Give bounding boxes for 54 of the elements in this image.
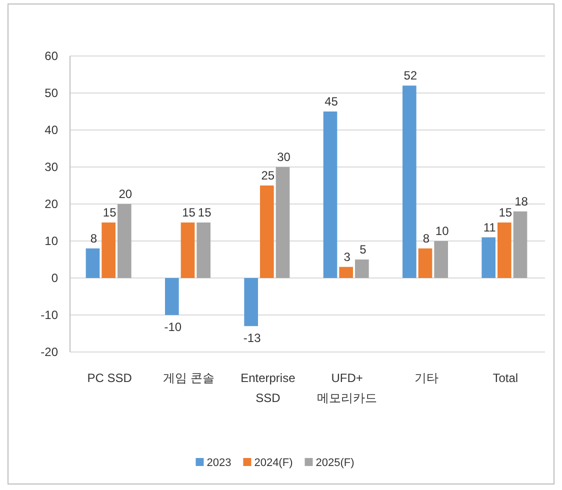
legend-label: 2025(F) [316, 457, 354, 469]
bar [434, 241, 448, 278]
data-label: 18 [514, 194, 528, 208]
bar [276, 167, 290, 278]
bar [323, 112, 338, 278]
data-label: 10 [435, 224, 450, 238]
bar [513, 211, 528, 278]
y-tick-label: 50 [44, 86, 58, 100]
data-label: 8 [90, 231, 98, 246]
data-label: 20 [118, 187, 132, 201]
data-label: 15 [182, 206, 196, 220]
bar [402, 86, 416, 278]
bar [244, 278, 258, 326]
data-label: 45 [324, 94, 338, 108]
data-label: 11 [483, 220, 496, 234]
x-tick-label: 게임 콘솔 [163, 371, 214, 385]
x-tick-label: 기타 [414, 371, 438, 385]
bar [482, 237, 496, 278]
data-label: 52 [404, 68, 418, 83]
y-tick-label: 30 [44, 160, 58, 174]
data-label: 5 [360, 242, 367, 256]
bar [118, 204, 132, 278]
data-label: 8 [422, 231, 430, 246]
legend-label: 2023 [206, 457, 232, 469]
bar [498, 222, 512, 278]
bar [86, 248, 100, 278]
bar [339, 266, 353, 278]
legend-label: 2024(F) [254, 457, 293, 469]
data-label: 15 [198, 206, 212, 220]
y-tick-label: 20 [44, 197, 58, 211]
data-label: -10 [164, 320, 182, 334]
y-tick-label: 40 [44, 123, 58, 137]
data-label: 15 [102, 206, 117, 220]
data-label: 30 [277, 150, 291, 164]
bar [260, 186, 274, 278]
x-tick-label: Enterprise SSD [240, 371, 296, 405]
x-tick-label: Total [492, 371, 518, 385]
data-label: -13 [243, 331, 262, 346]
y-tick-label: 10 [44, 234, 58, 248]
data-label: 25 [261, 168, 275, 182]
bar [102, 222, 116, 278]
bar [165, 278, 179, 315]
bar [355, 260, 369, 278]
bar [180, 222, 195, 278]
data-label: 3 [344, 250, 351, 264]
x-tick-label: UFD+ 메모리카드 [317, 371, 378, 405]
data-label: 15 [498, 206, 512, 220]
x-tick-label: PC SSD [87, 371, 132, 385]
y-tick-label: 0 [51, 271, 58, 285]
y-tick-label: -10 [40, 308, 58, 322]
bar [418, 248, 432, 278]
y-tick-label: -20 [40, 345, 58, 359]
bar [196, 222, 210, 278]
y-tick-label: 60 [44, 49, 58, 63]
